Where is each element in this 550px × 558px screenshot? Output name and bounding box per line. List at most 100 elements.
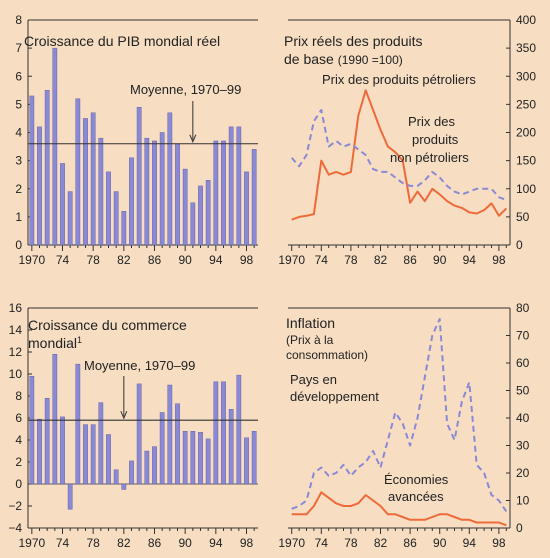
trade-bar: [221, 381, 226, 485]
gdp-bar: [90, 112, 96, 246]
trade-title-mondial: mondial: [28, 335, 77, 351]
trade-xtick-label: 98: [240, 536, 254, 550]
gdp-bar: [175, 143, 180, 246]
trade-ytick-label: 0: [15, 477, 22, 491]
gdp-xtick-label: 94: [209, 253, 223, 267]
gdp-mean-arrowhead: [189, 134, 197, 144]
commodity-ytick-label: 350: [516, 41, 536, 55]
advanced-label-2: avancées: [388, 489, 444, 504]
gdp-bar: [228, 126, 234, 246]
inflation-ytick-label: 70: [516, 329, 530, 343]
trade-bar: [52, 354, 58, 485]
commodity-xtick-label: 86: [403, 253, 417, 267]
panel-inflation: 0 10 20 30 40 50 60 70 80 1970 74 78 82 86 90 94 98 Infl…: [278, 301, 529, 550]
inflation-title-line2: (Prix à la: [286, 333, 334, 347]
gdp-bar: [205, 180, 211, 246]
gdp-xtick-label: 90: [178, 253, 192, 267]
gdp-title: Croissance du PIB mondial réel: [24, 33, 220, 49]
trade-bar: [251, 431, 257, 485]
trade-bar: [167, 384, 173, 485]
gdp-bar: [198, 185, 203, 246]
panel-commodity-prices: 0 50 100 150 200 250 300 350 400 1970 74 78 82 86 90 94…: [278, 13, 536, 267]
gdp-bar: [67, 191, 73, 246]
inflation-ytick-label: 50: [516, 384, 530, 398]
gdp-xtick-label: 1970: [18, 253, 45, 267]
gdp-mean-label: Moyenne, 1970–99: [130, 82, 241, 97]
trade-title-footnote: 1: [77, 335, 82, 345]
gdp-ytick-label: 0: [15, 238, 22, 252]
trade-bar: [236, 374, 242, 485]
gdp-bar: [60, 163, 65, 246]
trade-bar: [83, 424, 88, 485]
gdp-bar: [144, 137, 150, 246]
gdp-xtick-label: 86: [148, 253, 162, 267]
gdp-xtick-label: 98: [240, 253, 254, 267]
commodity-ytick-label: 100: [516, 182, 536, 196]
trade-bar: [98, 402, 104, 485]
inflation-xtick-label: 98: [492, 536, 506, 550]
gdp-ytick-label: 8: [15, 13, 22, 27]
gdp-xtick-label: 74: [56, 253, 70, 267]
trade-ytick-label: 16: [9, 301, 23, 315]
trade-bars: −4 −2 0 2 4 6 8 10 12 14 16 1970 74 78 82 86 90 94 98: [8, 301, 258, 550]
commodity-title-line2: de base (1990 =100): [284, 51, 403, 67]
trade-ytick-label: 14: [9, 323, 23, 337]
trade-bar: [121, 483, 127, 490]
trade-bar: [44, 398, 50, 485]
trade-bar: [113, 469, 119, 485]
panel-trade-growth: −4 −2 0 2 4 6 8 10 12 14 16 1970 74 78 82 86 90 94 98 Croi…: [8, 301, 258, 550]
trade-bar: [152, 446, 157, 485]
trade-xtick-label: 1970: [18, 536, 45, 550]
trade-bar: [136, 383, 142, 485]
inflation-ytick-label: 10: [516, 494, 530, 508]
trade-ytick-label: 10: [9, 367, 23, 381]
nonoil-label-2: produits: [412, 132, 459, 147]
trade-bar: [205, 438, 211, 485]
trade-ytick-label: −4: [8, 521, 22, 535]
inflation-xtick-label: 90: [433, 536, 447, 550]
commodity-ytick-label: 300: [516, 69, 536, 83]
gdp-bar: [44, 90, 50, 246]
trade-ytick-label: 8: [15, 389, 22, 403]
oil-label: Prix des produits pétroliers: [322, 72, 476, 87]
commodity-title-base: de base: [284, 51, 334, 67]
developing-label-1: Pays en: [290, 372, 337, 387]
gdp-bar: [152, 140, 157, 246]
inflation-title: Inflation: [286, 315, 335, 331]
trade-mean-arrowhead: [120, 411, 128, 420]
trade-title-line2: mondial1: [28, 335, 82, 351]
trade-xtick-label: 86: [148, 536, 162, 550]
gdp-ytick-label: 5: [15, 97, 22, 111]
gdp-ytick-label: 6: [15, 69, 22, 83]
commodity-series-0: [291, 89, 508, 221]
trade-bar: [37, 418, 42, 485]
trade-ytick-label: 4: [15, 433, 22, 447]
gdp-bar: [159, 132, 165, 246]
commodity-xtick-label: 1970: [278, 253, 305, 267]
inflation-xtick-label: 82: [374, 536, 388, 550]
inflation-ytick-label: 60: [516, 356, 530, 370]
commodity-xtick-label: 78: [344, 253, 358, 267]
inflation-xtick-label: 78: [344, 536, 358, 550]
trade-ytick-label: 2: [15, 455, 22, 469]
gdp-xtick-label: 82: [117, 253, 131, 267]
gdp-bar: [98, 137, 104, 246]
commodity-xtick-label: 82: [374, 253, 388, 267]
trade-bar: [159, 412, 165, 485]
inflation-series-1: [291, 491, 507, 527]
gdp-bar: [251, 149, 257, 246]
inflation-ytick-label: 30: [516, 439, 530, 453]
gdp-bar: [121, 211, 127, 246]
commodity-ytick-label: 0: [516, 238, 523, 252]
trade-mean-label: Moyenne, 1970–99: [84, 358, 195, 373]
gdp-bar: [236, 126, 242, 246]
trade-bar: [198, 432, 203, 485]
nonoil-label-3: non pétroliers: [390, 150, 469, 165]
trade-xtick-label: 78: [86, 536, 100, 550]
gdp-bar: [75, 98, 81, 246]
trade-bar: [190, 431, 196, 485]
trade-bar: [60, 416, 65, 485]
advanced-label-1: Économies: [384, 472, 449, 487]
trade-xtick-label: 74: [56, 536, 70, 550]
